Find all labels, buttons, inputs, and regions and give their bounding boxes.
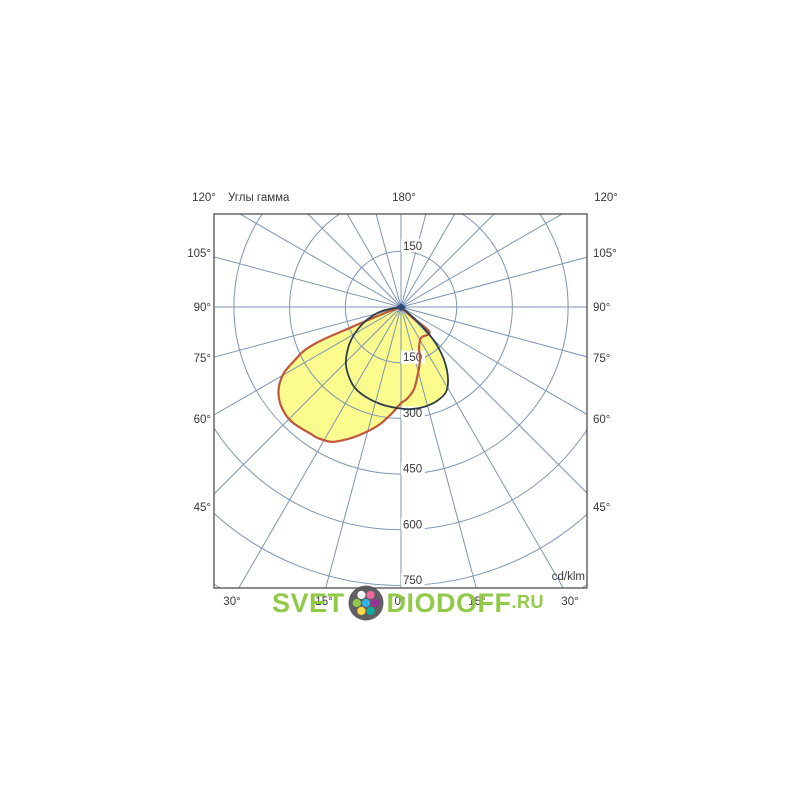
tick-label-box [401, 517, 425, 531]
gamma-angle-label-left: 45° [194, 502, 211, 514]
watermark-text-diodoff: DIODOFF [386, 588, 512, 618]
gamma-angle-label-right: 75° [593, 353, 610, 365]
radial-line-240 [238, 214, 402, 308]
gamma-angle-label-top-left: 120° [192, 192, 216, 204]
radial-line-345 [325, 306, 402, 588]
gamma-angle-label-bottom: 15° [315, 596, 332, 608]
radial-tick-label: 750 [403, 575, 422, 587]
radial-line-195 [375, 214, 402, 308]
radial-line-315 [214, 306, 402, 495]
legend-label: Углы гамма [228, 192, 290, 204]
radial-line-330 [238, 306, 402, 588]
radial-line-75 [400, 306, 587, 358]
chart-frame [213, 213, 588, 589]
gamma-angle-label-top-center: 180° [392, 192, 416, 204]
radial-line-255 [214, 256, 402, 308]
logo-dot [352, 598, 361, 608]
dark_curve [345, 306, 449, 411]
red_curve [277, 305, 431, 444]
watermark-text-svet: SVET [272, 588, 345, 618]
gamma-angle-label-left: 75° [194, 353, 211, 365]
radial-tick-label-above: 150 [403, 241, 422, 253]
logo-dot [366, 590, 375, 600]
gamma-angle-label-right: 90° [593, 302, 610, 314]
tick-label-box [401, 239, 425, 253]
gamma-angle-label-right: 105° [593, 248, 617, 260]
radial-line-165 [400, 214, 427, 308]
gamma-angle-label-bottom: 30° [223, 596, 240, 608]
svetodiodoff-dots-logo-icon [348, 585, 384, 621]
radial-line-15 [400, 306, 477, 588]
logo-dot [356, 606, 366, 616]
radial-line-105 [400, 256, 587, 308]
gamma-angle-label-right: 45° [593, 502, 610, 514]
gamma-angle-label-left: 90° [194, 302, 211, 314]
gamma-angle-label-top-right: 120° [594, 192, 618, 204]
gamma-angle-label-left: 105° [187, 248, 211, 260]
tick-label-box [401, 573, 425, 587]
logo-dot [366, 606, 375, 616]
logo-dot [356, 590, 366, 600]
radial-tick-label: 450 [403, 464, 422, 476]
tick-label-box [401, 462, 425, 476]
radial-line-300 [214, 306, 402, 416]
gamma-angle-label-left: 60° [194, 414, 211, 426]
logo-dot [370, 598, 379, 608]
center-marker [396, 303, 406, 311]
gamma-angle-label-bottom: 0° [395, 596, 406, 608]
radial-tick-label: 150 [403, 352, 422, 364]
radial-tick-label: 300 [403, 408, 422, 420]
watermark-text-ru: .RU [511, 592, 545, 612]
dark_curve-fill [345, 307, 449, 410]
radial-line-60 [400, 306, 587, 415]
radial-line-30 [400, 306, 564, 588]
radial-tick-label: 600 [403, 519, 422, 531]
gamma-angle-label-bottom: 15° [468, 596, 485, 608]
radial-line-210 [346, 214, 402, 308]
gamma-angle-label-bottom: 30° [561, 596, 578, 608]
radial-line-285 [214, 306, 402, 358]
radial-line-225 [307, 214, 402, 308]
radial-line-150 [400, 214, 456, 308]
logo-dot [361, 598, 370, 608]
watermark: SVET DIODOFF .RU [272, 583, 544, 623]
radial-line-45 [400, 306, 587, 494]
radial-line-120 [400, 214, 564, 308]
radial-line-135 [400, 214, 495, 308]
gamma-angle-label-right: 60° [593, 414, 610, 426]
unit-label: cd/klm [552, 571, 585, 583]
